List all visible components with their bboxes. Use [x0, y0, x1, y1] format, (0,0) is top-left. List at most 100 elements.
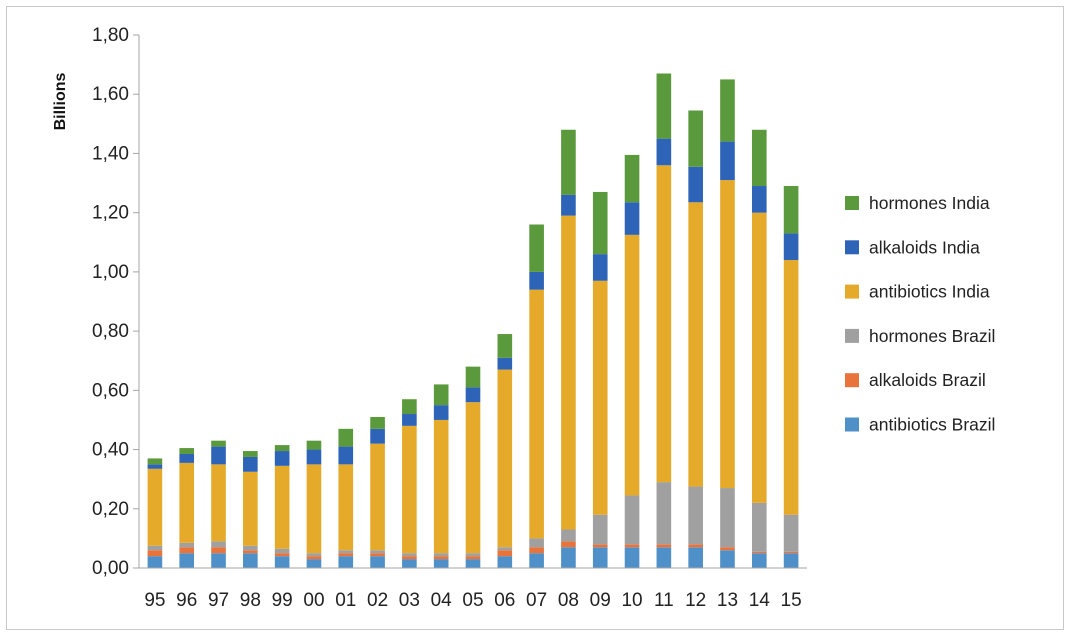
bar-segment-alkaloids-india-98 [243, 456, 258, 472]
x-tick-label: 01 [335, 590, 356, 611]
stacked-bar-chart: 0,00 0,20 0,40 0,60 0,80 1,00 1,20 1,40 1,60 1,80… [52, 25, 995, 611]
bar-segment-hormones-brazil-98 [243, 545, 258, 551]
legend-label: alkaloids Brazil [869, 370, 986, 390]
bar-segment-hormones-india-04 [433, 384, 449, 406]
bar-segment-hormones-india-07 [529, 224, 544, 272]
x-axis: 95 96 97 98 99 00 01 02 03 04 05 06 07 08 09 10 11 12 13 14… [139, 567, 807, 611]
bar-segment-hormones-brazil-07 [529, 538, 544, 548]
bar-segment-alkaloids-brazil-06 [497, 550, 513, 557]
bar-segment-antibiotics-india-12 [688, 202, 703, 487]
bar-segment-hormones-brazil-96 [179, 542, 195, 548]
x-tick-label: 09 [590, 590, 611, 611]
bar-segment-alkaloids-brazil-12 [688, 544, 703, 548]
bar-segment-antibiotics-india-10 [624, 234, 640, 496]
bar-segment-alkaloids-india-01 [338, 446, 354, 465]
bar-segment-hormones-brazil-14 [751, 502, 767, 552]
x-tick-label: 07 [526, 590, 547, 611]
bar-segment-alkaloids-brazil-04 [433, 556, 449, 560]
bar-segment-alkaloids-india-09 [592, 254, 608, 281]
bar-segment-hormones-brazil-01 [338, 550, 354, 554]
x-tick-label: 11 [654, 590, 674, 611]
bar-segment-alkaloids-brazil-97 [211, 547, 226, 554]
bar-segment-antibiotics-india-15 [783, 260, 799, 515]
bar-segment-antibiotics-brazil-03 [402, 559, 417, 568]
bar-segment-alkaloids-brazil-07 [529, 547, 544, 554]
bar-segment-antibiotics-brazil-05 [465, 559, 481, 568]
chart-frame: 0,00 0,20 0,40 0,60 0,80 1,00 1,20 1,40 1,60 1,80… [6, 6, 1064, 630]
bar-segment-alkaloids-india-11 [656, 138, 672, 166]
bar-segment-hormones-brazil-02 [370, 550, 385, 554]
x-tick-label: 97 [208, 590, 229, 611]
bar-segment-alkaloids-brazil-09 [592, 544, 608, 548]
bar-segment-antibiotics-india-99 [274, 465, 290, 549]
x-tick-label: 15 [781, 590, 802, 611]
bar-segment-antibiotics-india-09 [592, 280, 608, 515]
bar-segment-hormones-brazil-11 [656, 482, 672, 545]
legend-swatch [845, 328, 859, 343]
bar-segment-alkaloids-india-14 [751, 186, 767, 213]
bar-segment-alkaloids-brazil-96 [179, 547, 195, 554]
bar-segment-hormones-brazil-08 [561, 529, 576, 542]
legend-swatch [845, 196, 859, 210]
bar-segment-alkaloids-brazil-98 [243, 550, 258, 554]
bar-segment-hormones-brazil-15 [783, 514, 799, 552]
legend-label: antibiotics Brazil [869, 415, 995, 435]
bar-segment-antibiotics-brazil-11 [656, 547, 672, 568]
x-tick-label: 14 [749, 590, 771, 611]
bar-segment-antibiotics-brazil-08 [561, 547, 576, 568]
bar-segment-antibiotics-india-08 [561, 215, 576, 530]
bars [147, 73, 799, 568]
bar-segment-antibiotics-india-97 [211, 464, 226, 542]
bar-segment-antibiotics-brazil-12 [688, 547, 703, 568]
y-tick-label: 1,60 [92, 84, 129, 105]
bar-segment-hormones-india-09 [592, 191, 608, 255]
bar-segment-hormones-india-11 [656, 73, 672, 139]
bar-segment-hormones-india-10 [624, 154, 640, 203]
bar-segment-antibiotics-india-05 [465, 402, 481, 554]
bar-segment-hormones-india-06 [497, 334, 513, 358]
bar-segment-hormones-india-97 [211, 440, 226, 447]
bar-segment-alkaloids-india-06 [497, 357, 513, 370]
bar-segment-hormones-brazil-00 [306, 553, 322, 557]
bar-segment-alkaloids-india-04 [433, 405, 449, 420]
bar-segment-antibiotics-india-00 [306, 464, 322, 554]
bar-segment-alkaloids-brazil-01 [338, 553, 354, 557]
bar-segment-hormones-india-08 [561, 129, 576, 195]
bar-segment-alkaloids-brazil-08 [561, 541, 576, 548]
y-tick-label: 1,80 [92, 25, 129, 46]
bar-segment-hormones-brazil-97 [211, 541, 226, 548]
bar-segment-alkaloids-india-96 [179, 454, 195, 463]
bar-segment-hormones-india-98 [243, 451, 258, 457]
bar-segment-antibiotics-brazil-96 [179, 553, 195, 568]
bar-segment-antibiotics-india-98 [243, 471, 258, 546]
bar-segment-antibiotics-india-95 [147, 468, 163, 546]
bar-segment-antibiotics-india-06 [497, 369, 513, 548]
bar-segment-hormones-brazil-12 [688, 486, 703, 545]
bar-segment-hormones-india-14 [751, 129, 767, 187]
bar-segment-alkaloids-brazil-13 [720, 547, 735, 551]
bar-segment-hormones-india-99 [274, 445, 290, 452]
bar-segment-antibiotics-india-13 [720, 180, 735, 489]
legend-label: alkaloids India [869, 237, 980, 257]
bar-segment-antibiotics-india-11 [656, 165, 672, 483]
bar-segment-alkaloids-brazil-15 [783, 551, 799, 554]
y-tick-label: 0,80 [92, 321, 129, 342]
bar-segment-alkaloids-brazil-10 [624, 544, 640, 548]
y-tick-label: 1,40 [92, 143, 129, 164]
bar-segment-antibiotics-brazil-02 [370, 556, 385, 568]
legend-label: antibiotics India [869, 282, 990, 302]
x-tick-label: 96 [176, 590, 197, 611]
x-tick-label: 02 [367, 590, 388, 611]
bar-segment-hormones-india-95 [147, 458, 163, 465]
bar-segment-alkaloids-india-99 [274, 451, 290, 466]
bar-segment-hormones-brazil-99 [274, 548, 290, 554]
bar-segment-alkaloids-brazil-05 [465, 556, 481, 560]
bar-segment-antibiotics-brazil-04 [433, 559, 449, 568]
x-tick-label: 99 [272, 590, 293, 611]
bar-segment-antibiotics-brazil-06 [497, 556, 513, 568]
bar-segment-antibiotics-india-07 [529, 289, 544, 539]
bar-segment-hormones-india-01 [338, 428, 354, 447]
bar-segment-hormones-india-05 [465, 366, 481, 388]
y-axis-title: Billions [52, 73, 69, 131]
y-tick-label: 0,00 [92, 558, 129, 579]
